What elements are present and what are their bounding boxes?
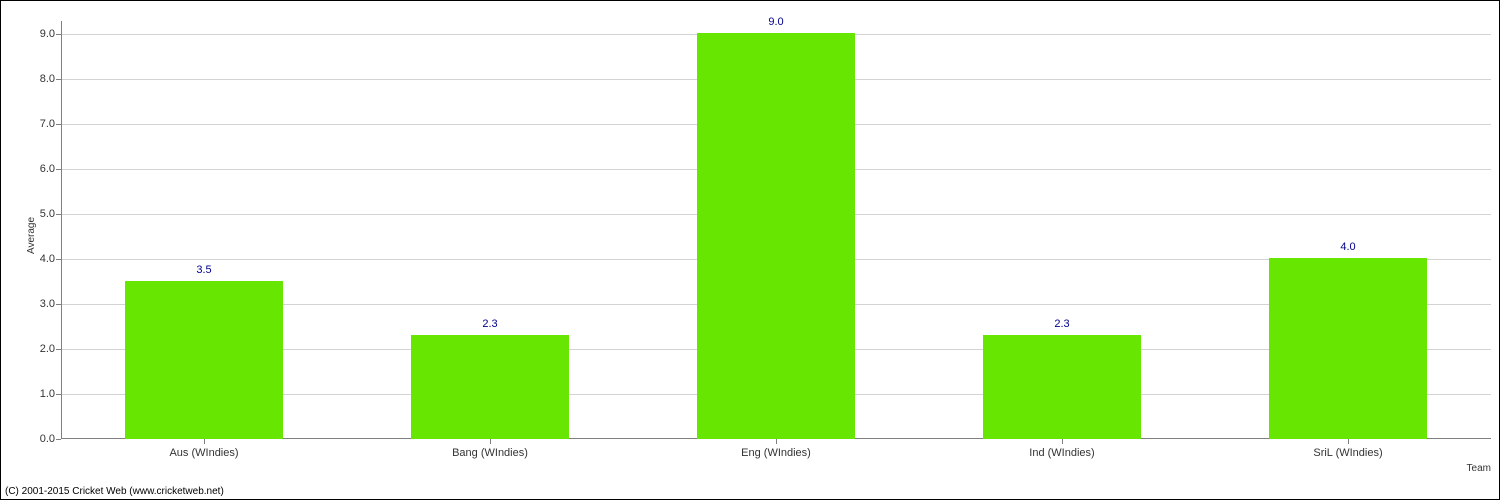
bar-value-label: 2.3 [1054,318,1069,336]
copyright-text: (C) 2001-2015 Cricket Web (www.cricketwe… [5,486,224,497]
y-axis-line [61,21,62,439]
y-tick-label: 3.0 [40,298,61,310]
y-tick-label: 9.0 [40,28,61,40]
x-tick-label: Ind (WIndies) [1029,439,1094,459]
x-tick-label: SriL (WIndies) [1313,439,1382,459]
bar: 9.0 [697,33,854,439]
bar: 3.5 [125,281,282,439]
y-tick-label: 5.0 [40,208,61,220]
y-tick-label: 0.0 [40,433,61,445]
y-tick-label: 4.0 [40,253,61,265]
bar: 2.3 [411,335,568,439]
chart-container: 0.01.02.03.04.05.06.07.08.09.03.5Aus (WI… [0,0,1500,500]
bar-value-label: 3.5 [196,264,211,282]
y-tick-label: 6.0 [40,163,61,175]
bar: 2.3 [983,335,1140,439]
x-tick-label: Eng (WIndies) [741,439,811,459]
bar-value-label: 9.0 [768,16,783,34]
x-tick-label: Bang (WIndies) [452,439,528,459]
bar-value-label: 2.3 [482,318,497,336]
x-axis-label: Team [1467,463,1491,474]
y-tick-label: 2.0 [40,343,61,355]
bar: 4.0 [1269,258,1426,439]
x-tick-label: Aus (WIndies) [169,439,238,459]
y-tick-label: 1.0 [40,388,61,400]
plot-area: 0.01.02.03.04.05.06.07.08.09.03.5Aus (WI… [61,21,1491,439]
bar-value-label: 4.0 [1340,241,1355,259]
y-tick-label: 7.0 [40,118,61,130]
y-axis-label: Average [26,217,37,254]
y-tick-label: 8.0 [40,73,61,85]
